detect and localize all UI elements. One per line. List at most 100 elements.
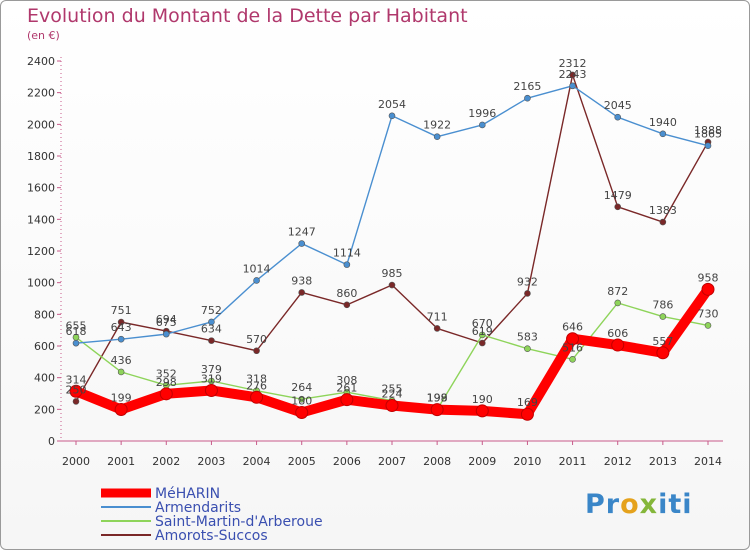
data-label: 1888 [694,124,722,137]
x-tick-label: 2005 [288,455,316,468]
y-tick-label: 1000 [27,277,55,290]
data-label: 730 [698,307,719,320]
data-label: 694 [156,313,177,326]
series-point-0 [430,403,444,417]
data-label: 264 [291,381,312,394]
series-point-1 [569,82,576,90]
series-point-1 [343,261,351,268]
series-point-3 [478,339,486,347]
data-label: 751 [111,304,132,317]
x-tick-label: 2004 [243,455,271,468]
series-point-0 [520,407,534,421]
series-point-2 [569,355,576,363]
data-label: 2054 [378,98,406,111]
y-tick-label: 2000 [27,118,55,131]
data-label: 2312 [559,57,587,70]
x-tick-label: 2007 [378,455,406,468]
y-tick-label: 1400 [27,213,55,226]
series-point-1 [208,318,215,326]
data-label: 670 [472,317,493,330]
series-point-2 [298,395,306,403]
y-tick-label: 1800 [27,150,55,163]
series-point-1 [614,113,622,121]
data-label: 436 [111,354,132,367]
y-tick-label: 800 [34,308,55,321]
legend-label-1: Armendarits [155,500,241,516]
series-point-3 [433,325,441,332]
series-point-1 [524,94,531,102]
y-tick-label: 1200 [27,245,55,258]
data-label: 634 [201,323,222,336]
data-label: 618 [66,325,87,338]
series-point-1 [162,330,170,338]
y-tick-label: 2400 [27,55,55,68]
data-label: 319 [201,372,222,385]
series-point-2 [117,368,125,376]
series-point-1 [704,142,712,150]
data-label: 557 [652,335,673,348]
series-point-0 [475,404,489,418]
data-label: 2045 [604,99,632,112]
data-label: 180 [291,395,312,408]
data-label: 606 [607,327,628,340]
series-point-0 [295,406,309,419]
data-label: 318 [246,373,267,386]
data-label: 250 [66,383,87,396]
data-label: 1479 [604,189,632,202]
series-point-0 [385,399,399,413]
series-point-0 [159,387,173,401]
data-label: 199 [427,391,448,404]
data-label: 1865 [694,128,722,141]
data-label: 516 [562,341,583,354]
series-point-0 [69,384,83,398]
series-point-0 [204,383,218,397]
series-point-0 [611,338,625,352]
series-point-0 [701,282,715,296]
series-point-0 [340,393,354,407]
data-label: 872 [607,285,628,298]
data-label: 352 [156,367,177,380]
series-point-3 [117,318,125,326]
chart-unit: (en €) [27,29,60,42]
series-line-1 [75,85,709,344]
series-point-3 [343,301,351,309]
x-tick-label: 2014 [694,455,722,468]
series-point-1 [433,133,441,140]
data-label: 2243 [559,68,587,81]
series-point-1 [253,277,260,284]
series-point-3 [659,218,667,226]
data-label: 985 [382,267,403,280]
data-label: 314 [66,373,87,386]
data-label: 1383 [649,204,677,217]
data-label: 169 [517,396,538,409]
x-tick-label: 2013 [649,455,677,468]
series-point-3 [298,289,306,296]
series-point-1 [388,112,396,120]
data-label: 938 [291,274,312,287]
data-label: 190 [472,393,493,406]
chart-title: Evolution du Montant de la Dette par Hab… [27,5,468,27]
data-label: 2165 [513,80,541,93]
x-tick-label: 2006 [333,455,361,468]
series-point-2 [659,313,667,320]
data-label: 646 [562,321,583,334]
legend-label-0: MéHARIN [155,486,220,502]
data-label: 1996 [468,107,496,120]
x-tick-label: 2010 [513,455,541,468]
data-label: 1114 [333,247,361,260]
data-label: 1247 [288,226,316,239]
data-label: 261 [336,382,357,395]
data-label: 199 [111,391,132,404]
x-tick-label: 2012 [604,455,632,468]
data-label: 932 [517,275,538,288]
data-label: 224 [382,388,403,401]
series-point-0 [250,390,264,404]
data-labels: 250 751 694 634 570 938 860 985 711 619 932 2312 147… [66,57,723,409]
x-tick-label: 2002 [152,455,180,468]
series-point-2 [478,331,486,339]
series-lines [69,71,715,421]
data-label: 255 [382,383,403,396]
data-label: 1922 [423,119,451,132]
